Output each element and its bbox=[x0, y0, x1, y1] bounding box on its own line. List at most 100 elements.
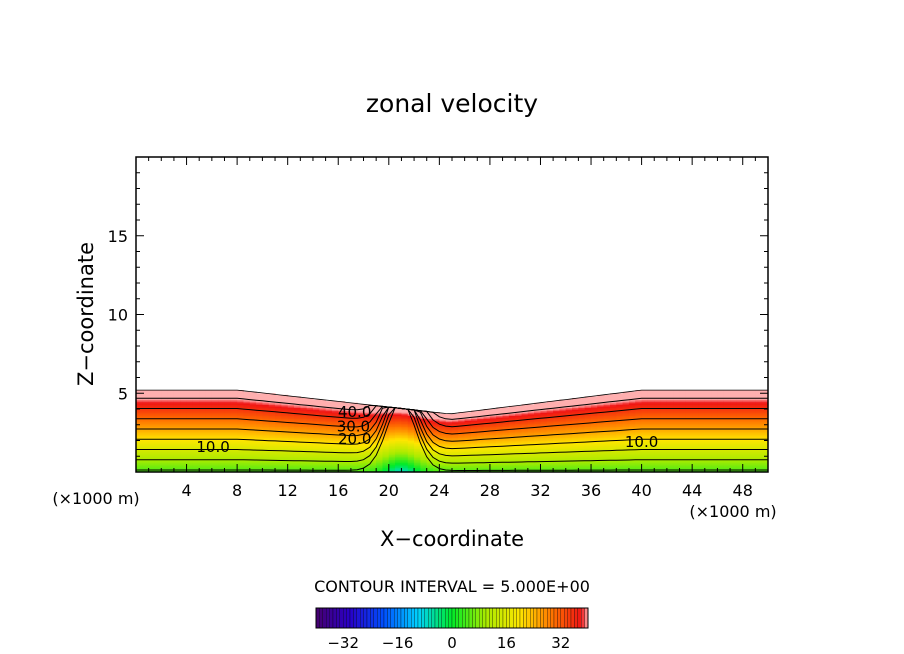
field-cell bbox=[489, 423, 497, 426]
field-cell bbox=[546, 445, 554, 448]
field-cell bbox=[470, 459, 478, 462]
field-cell bbox=[730, 412, 737, 415]
field-cell bbox=[224, 391, 232, 394]
field-cell bbox=[673, 449, 681, 453]
field-cell bbox=[641, 401, 649, 404]
field-cell bbox=[154, 470, 162, 472]
field-cell bbox=[553, 457, 561, 460]
field-cell bbox=[262, 424, 270, 427]
field-cell bbox=[647, 465, 655, 468]
field-cell bbox=[256, 451, 263, 454]
field-cell bbox=[306, 407, 314, 410]
field-cell bbox=[521, 451, 529, 454]
field-cell bbox=[464, 426, 472, 429]
colorbar-swatch bbox=[394, 607, 398, 629]
field-cell bbox=[546, 465, 554, 468]
field-cell bbox=[736, 404, 744, 407]
colorbar-swatch bbox=[526, 607, 531, 629]
field-cell bbox=[742, 438, 750, 442]
field-cell bbox=[527, 427, 535, 431]
field-cell bbox=[161, 415, 169, 418]
field-cell bbox=[268, 467, 276, 470]
field-cell bbox=[281, 448, 289, 451]
field-cell bbox=[186, 426, 194, 429]
field-cell bbox=[230, 434, 238, 437]
field-cell bbox=[414, 435, 421, 438]
field-cell bbox=[628, 431, 636, 434]
field-cell bbox=[698, 454, 706, 457]
field-cell bbox=[382, 449, 390, 453]
field-cell bbox=[578, 434, 586, 437]
field-cell bbox=[660, 440, 668, 443]
chart-title: zonal velocity bbox=[366, 89, 538, 118]
field-cell bbox=[148, 464, 156, 467]
field-cell bbox=[319, 431, 327, 434]
field-cell bbox=[717, 453, 725, 456]
field-cell bbox=[211, 453, 219, 456]
field-cell bbox=[382, 437, 390, 440]
field-cell bbox=[136, 435, 143, 438]
field-cell bbox=[306, 467, 314, 470]
field-cell bbox=[647, 410, 655, 413]
field-cell bbox=[306, 435, 314, 438]
field-cell bbox=[755, 467, 763, 470]
field-cell bbox=[736, 421, 744, 424]
field-cell bbox=[742, 394, 750, 397]
field-cell bbox=[312, 409, 320, 412]
field-cell bbox=[319, 401, 327, 404]
field-cell bbox=[521, 416, 529, 420]
field-cell bbox=[641, 409, 649, 412]
field-cell bbox=[572, 445, 579, 448]
field-cell bbox=[470, 410, 478, 413]
field-cell bbox=[439, 418, 447, 421]
field-cell bbox=[180, 396, 188, 399]
field-cell bbox=[496, 454, 504, 457]
field-cell bbox=[603, 462, 611, 465]
field-cell bbox=[414, 467, 421, 470]
field-cell bbox=[376, 424, 384, 427]
contour-lines bbox=[136, 389, 768, 471]
field-cell bbox=[300, 451, 308, 454]
field-cell bbox=[300, 440, 308, 443]
field-cell bbox=[692, 429, 700, 432]
field-cell bbox=[742, 391, 750, 394]
field-cell bbox=[230, 426, 238, 429]
field-cell bbox=[211, 426, 219, 429]
field-cell bbox=[603, 399, 611, 402]
field-cell bbox=[635, 401, 643, 404]
field-cell bbox=[161, 431, 169, 434]
field-cell bbox=[527, 437, 535, 440]
field-cell bbox=[294, 412, 301, 415]
field-cell bbox=[616, 460, 624, 464]
field-cell bbox=[515, 421, 523, 424]
field-cell bbox=[489, 432, 497, 435]
field-cell bbox=[224, 401, 232, 404]
field-cell bbox=[660, 442, 668, 445]
field-cell bbox=[736, 399, 744, 402]
field-cell bbox=[281, 457, 289, 460]
field-cell bbox=[325, 443, 333, 446]
field-cell bbox=[761, 405, 768, 409]
field-cell bbox=[673, 435, 681, 438]
field-cell bbox=[382, 409, 390, 412]
field-cell bbox=[142, 393, 150, 396]
field-cell bbox=[350, 470, 358, 472]
field-cell bbox=[395, 415, 403, 418]
field-cell bbox=[312, 407, 320, 410]
field-cell bbox=[344, 464, 352, 467]
field-cell bbox=[477, 424, 485, 427]
field-cell bbox=[382, 435, 390, 438]
field-cell bbox=[546, 413, 554, 416]
field-cell bbox=[230, 449, 238, 453]
field-cell bbox=[414, 464, 421, 467]
field-cell bbox=[635, 410, 643, 413]
field-cell bbox=[628, 410, 636, 413]
field-cell bbox=[426, 435, 434, 438]
field-cell bbox=[622, 442, 630, 445]
field-cell bbox=[673, 402, 681, 405]
field-cell bbox=[382, 448, 390, 451]
field-cell bbox=[534, 424, 542, 427]
field-cell bbox=[749, 432, 756, 435]
field-cell bbox=[300, 399, 308, 402]
field-cell bbox=[565, 465, 573, 468]
